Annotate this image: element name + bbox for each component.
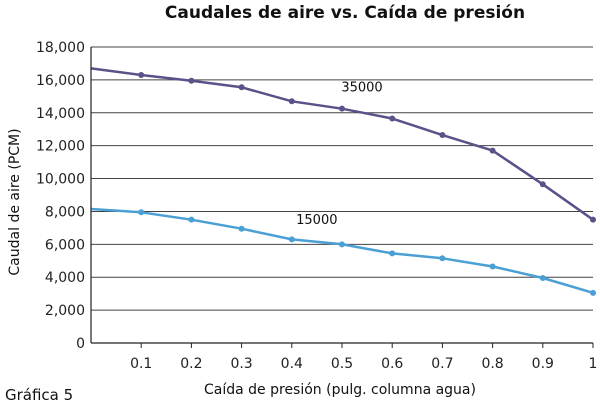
y-tick-label: 14,000 <box>36 106 85 122</box>
data-point <box>539 275 546 282</box>
data-point <box>489 147 496 154</box>
chart-title: Caudales de aire vs. Caída de presión <box>165 3 525 23</box>
series-35000: 35000 <box>90 67 596 223</box>
data-point <box>539 181 546 188</box>
x-ticks: 0.1 0.2 0.3 0.4 0.5 0.6 0.7 0.8 0.9 1 <box>130 343 597 372</box>
x-tick-label: 1 <box>589 356 598 372</box>
data-point <box>238 84 245 91</box>
y-axis-label: Caudal de aire (PCM) <box>7 128 23 275</box>
y-tick-label: 18,000 <box>36 40 85 56</box>
y-tick-label: 6,000 <box>45 237 85 253</box>
series-group: 35000 15000 <box>90 67 596 296</box>
y-ticks: 0 2,000 4,000 6,000 8,000 10,000 12,000 14,000 1… <box>36 40 85 352</box>
data-point <box>288 236 295 243</box>
x-tick-label: 0.7 <box>431 356 453 372</box>
chart-caption: Gráfica 5 <box>5 386 73 403</box>
data-point <box>339 241 345 248</box>
x-tick-label: 0.6 <box>381 356 403 372</box>
y-tick-label: 10,000 <box>36 172 85 188</box>
y-tick-label: 12,000 <box>36 139 85 155</box>
data-point <box>339 105 345 112</box>
y-tick-label: 8,000 <box>45 204 85 220</box>
x-tick-label: 0.2 <box>180 356 202 372</box>
y-tick-label: 0 <box>76 336 85 352</box>
data-point <box>138 71 145 78</box>
data-point <box>188 77 195 84</box>
data-point <box>439 131 446 138</box>
data-point <box>590 289 596 296</box>
data-point <box>238 225 245 232</box>
x-tick-label: 0.5 <box>331 356 353 372</box>
series-line-15000 <box>90 207 594 294</box>
grid <box>91 46 593 311</box>
data-point <box>439 255 446 262</box>
x-tick-label: 0.1 <box>130 356 152 372</box>
data-point <box>138 209 145 216</box>
y-tick-label: 4,000 <box>45 270 85 286</box>
data-point <box>389 250 396 257</box>
x-tick-label: 0.9 <box>532 356 554 372</box>
y-tick-label: 2,000 <box>45 303 85 319</box>
x-tick-label: 0.8 <box>481 356 503 372</box>
data-point <box>188 216 195 223</box>
series-label-35000: 35000 <box>341 80 382 95</box>
y-tick-label: 16,000 <box>36 73 85 89</box>
x-tick-label: 0.4 <box>281 356 303 372</box>
x-tick-label: 0.3 <box>230 356 252 372</box>
series-label-15000: 15000 <box>296 213 337 228</box>
data-point <box>489 263 496 270</box>
series-15000: 15000 <box>90 207 596 296</box>
data-point <box>590 216 596 223</box>
data-point <box>389 115 396 122</box>
x-axis-label: Caída de presión (pulg. columna agua) <box>204 382 476 398</box>
data-point <box>288 98 295 105</box>
